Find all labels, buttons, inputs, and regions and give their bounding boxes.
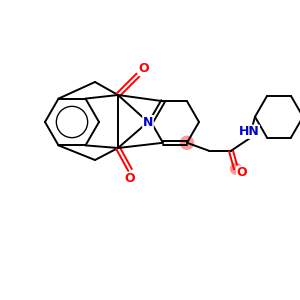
Circle shape bbox=[230, 163, 242, 174]
Text: N: N bbox=[143, 116, 153, 128]
Text: HN: HN bbox=[238, 125, 260, 138]
Text: O: O bbox=[125, 172, 135, 185]
Text: O: O bbox=[237, 166, 247, 179]
Circle shape bbox=[181, 136, 194, 149]
Text: O: O bbox=[139, 62, 149, 76]
